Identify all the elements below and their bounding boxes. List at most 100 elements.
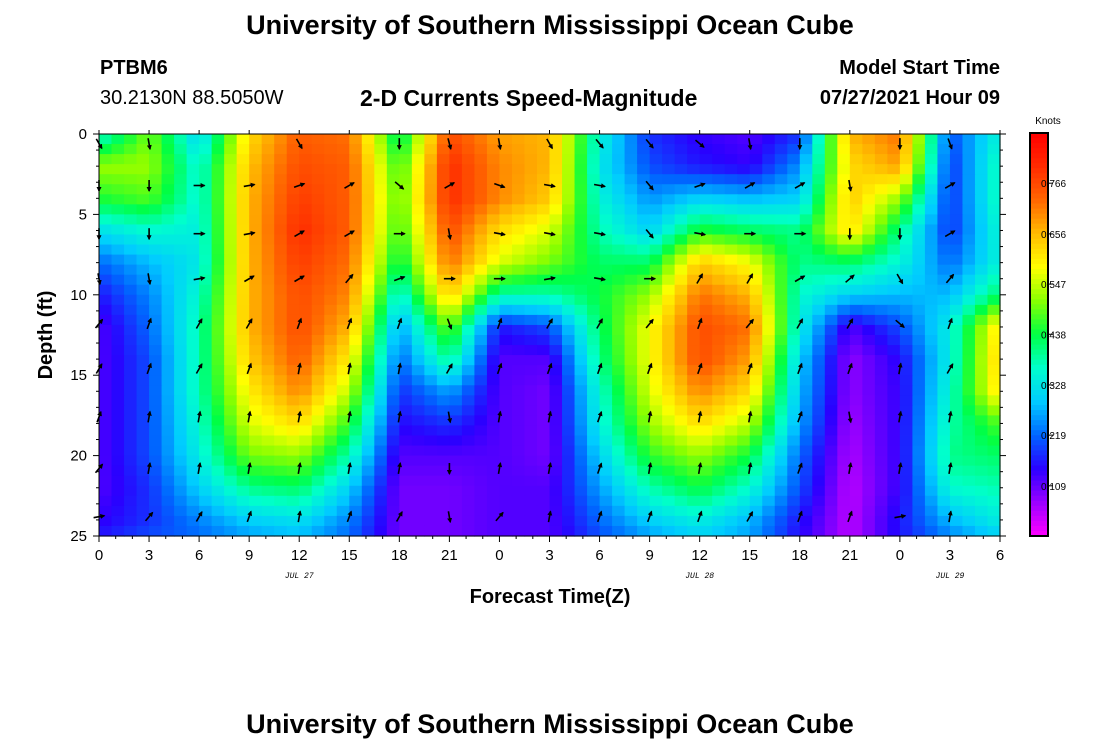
heatmap-cell <box>274 214 288 226</box>
heatmap-cell <box>149 244 163 256</box>
heatmap-cell <box>374 505 388 517</box>
heatmap-cell <box>161 385 175 396</box>
heatmap-cell <box>111 164 125 175</box>
current-vector <box>347 362 352 375</box>
heatmap-cell <box>612 294 626 306</box>
heatmap-cell <box>949 214 964 226</box>
heatmap-cell <box>712 184 726 195</box>
heatmap-cell <box>749 274 763 286</box>
heatmap-cell <box>937 385 951 396</box>
heatmap-cell <box>449 465 463 477</box>
heatmap-cell <box>486 485 501 497</box>
heatmap-cell <box>311 355 325 366</box>
heatmap-cell <box>186 455 200 467</box>
heatmap-cell <box>374 304 388 316</box>
heatmap-cell <box>399 465 413 477</box>
heatmap-cell <box>311 134 325 145</box>
heatmap-cell <box>436 355 450 366</box>
heatmap-cell <box>987 134 1001 145</box>
heatmap-cell <box>399 405 413 416</box>
heatmap-cell <box>99 395 113 406</box>
heatmap-cell <box>962 435 976 447</box>
heatmap-cell <box>449 214 463 226</box>
heatmap-cell <box>186 144 200 155</box>
colorbar-swatch <box>1030 153 1048 159</box>
heatmap-cell <box>249 425 263 437</box>
heatmap-cell <box>99 244 113 256</box>
heatmap-cell <box>724 234 738 246</box>
heatmap-cell <box>124 355 138 366</box>
heatmap-cell <box>336 204 350 215</box>
heatmap-cell <box>574 284 588 296</box>
heatmap-cell <box>449 264 463 276</box>
heatmap-cell <box>386 505 400 517</box>
heatmap-cell <box>574 244 588 256</box>
heatmap-cell <box>724 495 738 507</box>
heatmap-cell <box>749 234 763 246</box>
heatmap-cell <box>962 405 976 416</box>
heatmap-cell <box>899 164 913 175</box>
heatmap-cell <box>461 505 476 517</box>
heatmap-cell <box>974 455 989 467</box>
heatmap-cell <box>799 144 813 155</box>
heatmap-cell <box>149 435 163 447</box>
heatmap-cell <box>862 194 876 205</box>
heatmap-cell <box>662 405 676 416</box>
heatmap-cell <box>199 314 213 326</box>
heatmap-cell <box>386 375 400 386</box>
current-vector <box>846 318 854 329</box>
heatmap-cell <box>587 415 601 427</box>
heatmap-cell <box>399 385 413 396</box>
heatmap-cell <box>737 445 751 457</box>
heatmap-cell <box>474 475 488 487</box>
heatmap-cell <box>261 324 275 336</box>
heatmap-cell <box>624 294 638 306</box>
heatmap-cell <box>149 405 163 416</box>
heatmap-cell <box>774 345 788 356</box>
heatmap-cell <box>699 515 713 527</box>
heatmap-cell <box>949 425 964 437</box>
heatmap-cell <box>336 385 350 396</box>
heatmap-cell <box>612 244 626 256</box>
heatmap-cell <box>624 485 638 497</box>
heatmap-cell <box>211 224 225 236</box>
colorbar-swatch <box>1030 344 1048 351</box>
heatmap-cell <box>349 224 363 236</box>
heatmap-cell <box>374 375 388 386</box>
heatmap-cell <box>987 184 1001 195</box>
heatmap-cell <box>311 435 325 447</box>
heatmap-cell <box>374 345 388 356</box>
heatmap-cell <box>762 294 776 306</box>
heatmap-cell <box>974 365 989 376</box>
heatmap-cell <box>837 264 851 276</box>
heatmap-cell <box>987 154 1001 165</box>
heatmap-cell <box>549 314 563 326</box>
heatmap-cell <box>712 525 726 537</box>
heatmap-cell <box>324 455 338 467</box>
heatmap-cell <box>899 224 913 236</box>
colorbar-swatch <box>1030 173 1048 179</box>
heatmap-cell <box>374 425 388 437</box>
heatmap-cell <box>161 264 175 276</box>
heatmap-cell <box>862 304 876 316</box>
heatmap-cell <box>124 214 138 226</box>
heatmap-cell <box>349 154 363 165</box>
heatmap-cell <box>612 475 626 487</box>
heatmap-cell <box>887 164 901 175</box>
heatmap-cell <box>399 485 413 497</box>
heatmap-cell <box>374 395 388 406</box>
heatmap-cell <box>987 365 1001 376</box>
current-vector <box>796 318 804 329</box>
heatmap-cell <box>136 485 150 497</box>
heatmap-cell <box>787 465 801 477</box>
heatmap-cell <box>637 485 651 497</box>
current-vector <box>745 318 754 329</box>
heatmap-cell <box>962 144 976 155</box>
heatmap-cell <box>199 144 213 155</box>
heatmap-cell <box>449 365 463 376</box>
heatmap-cell <box>261 174 275 185</box>
heatmap-cell <box>762 465 776 477</box>
heatmap-cell <box>436 405 450 416</box>
heatmap-cell <box>136 274 150 286</box>
